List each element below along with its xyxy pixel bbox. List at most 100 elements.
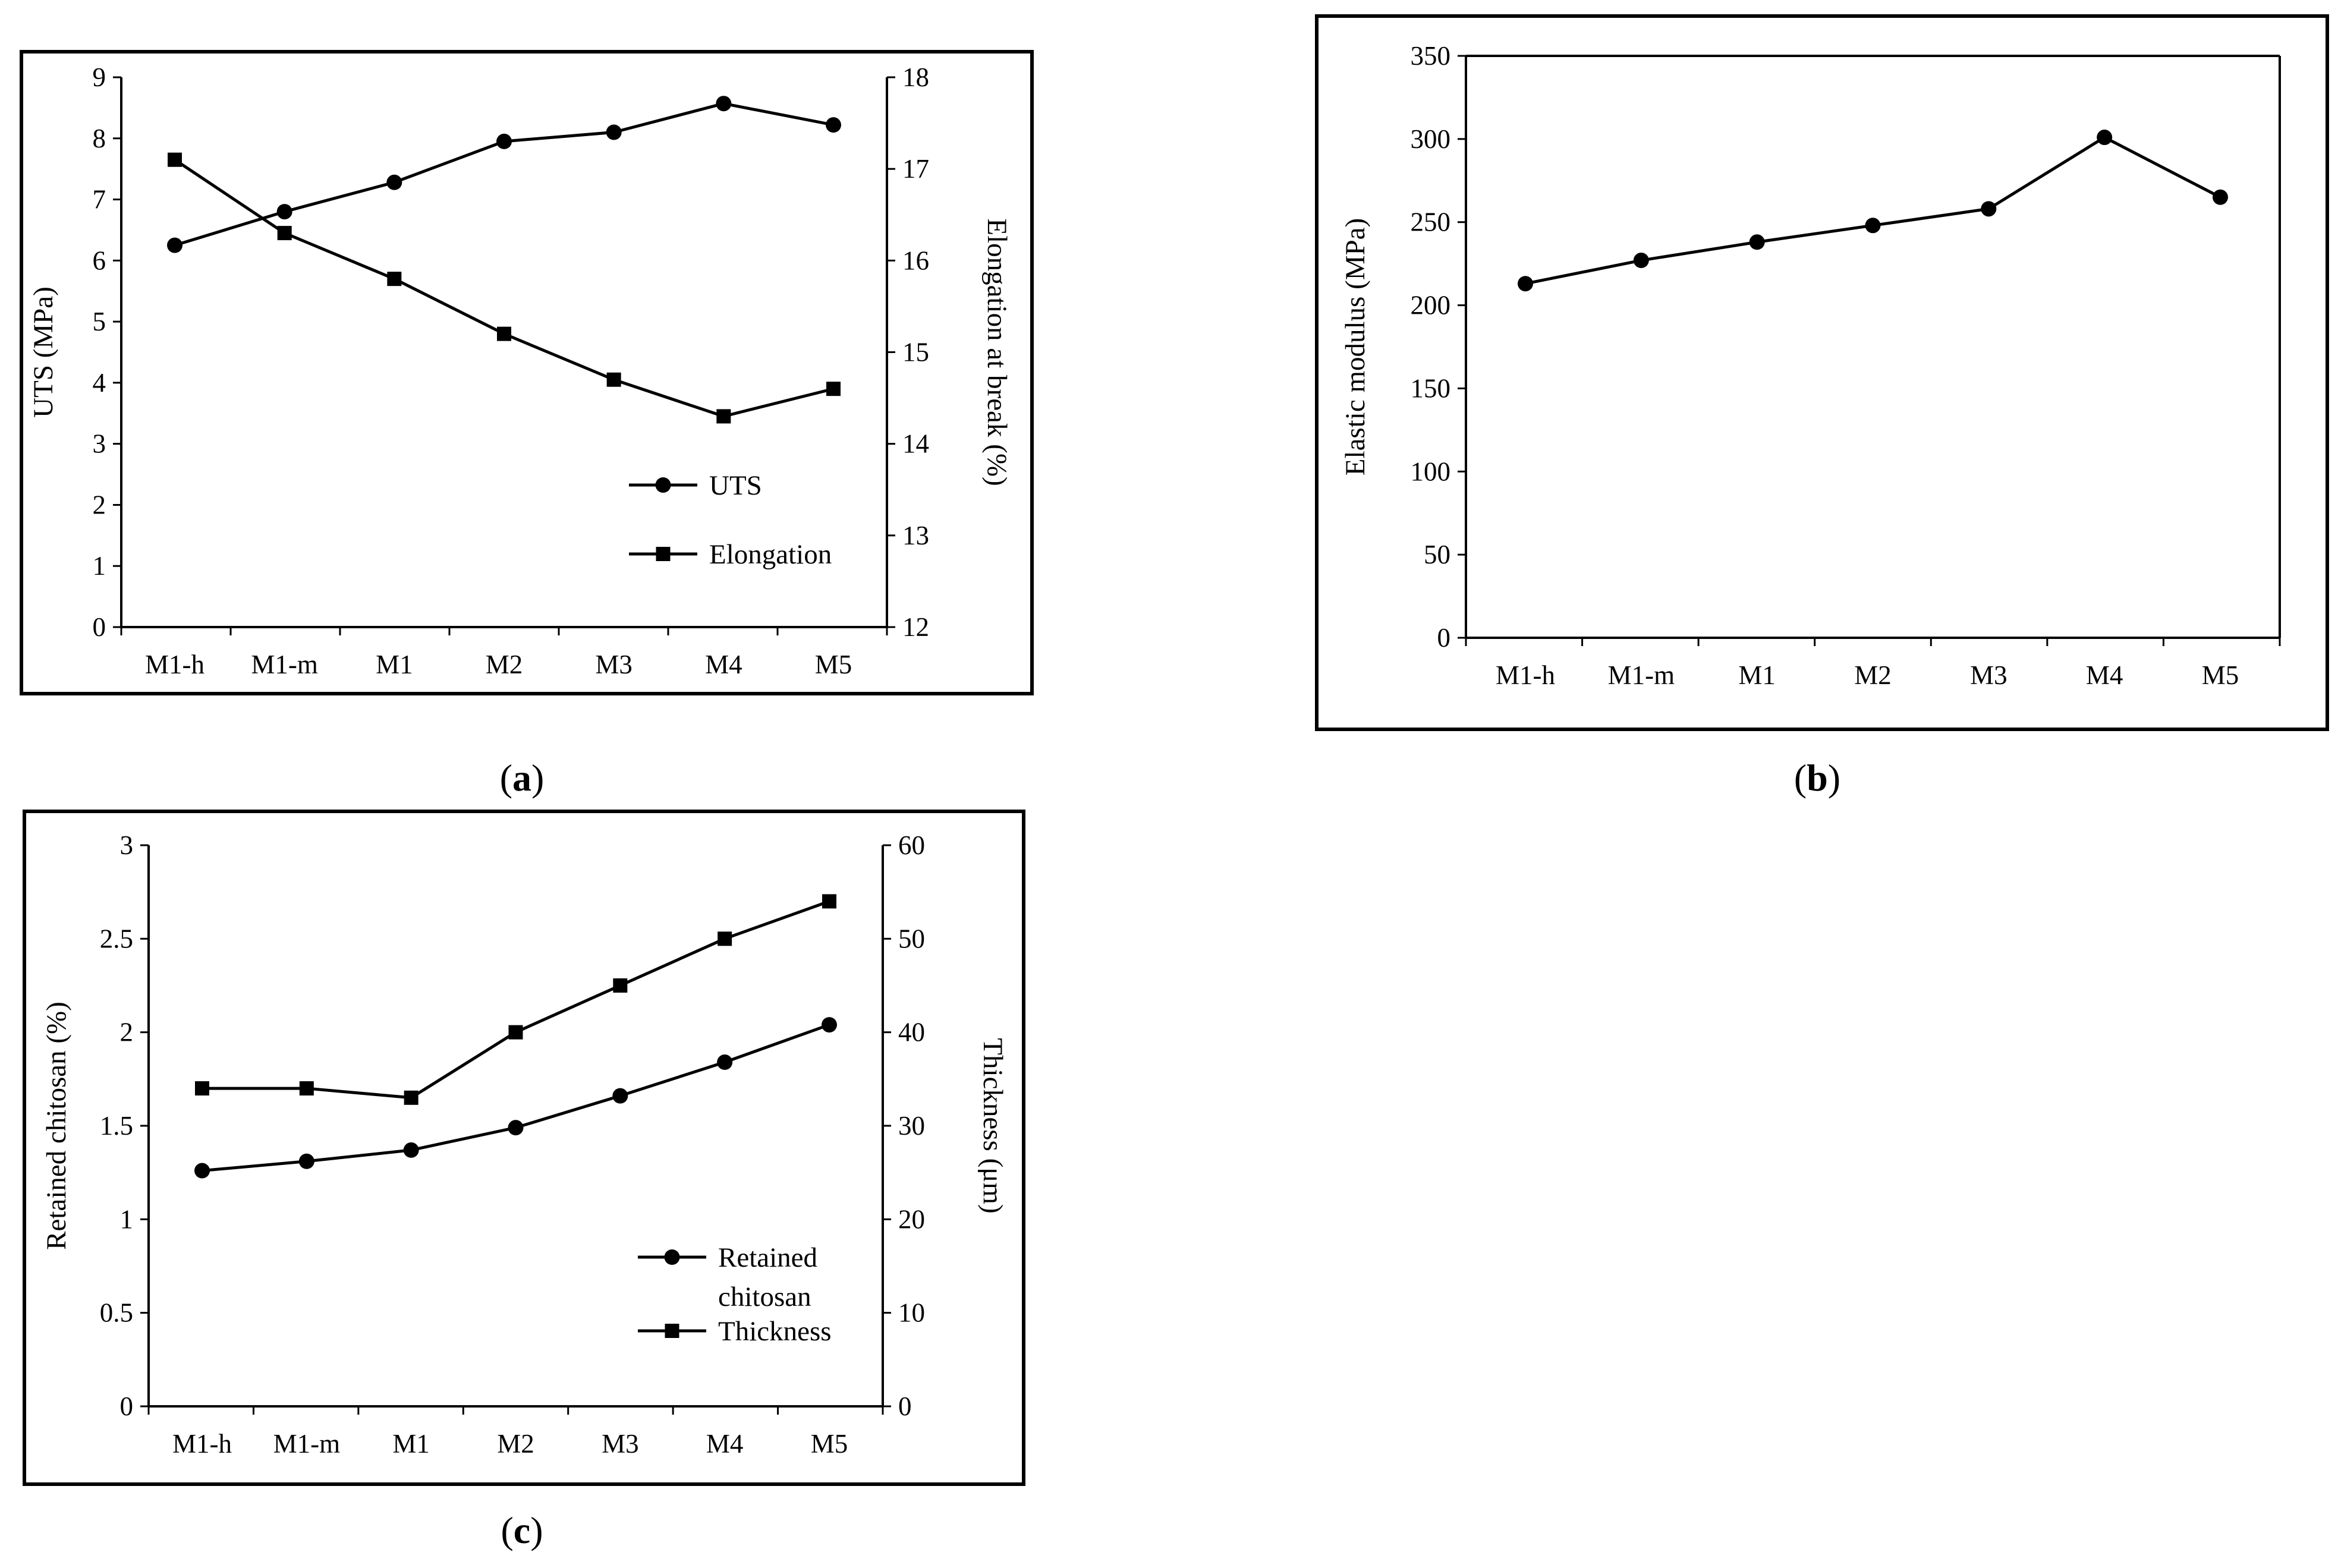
panel-c-y-tick-label: 1.5 <box>100 1111 133 1141</box>
panel-a-y-tick-label: 6 <box>93 245 106 275</box>
panel-a-y2-tick-label: 17 <box>902 154 929 184</box>
panel-c-retained-chitosan-point <box>403 1142 419 1158</box>
panel-b-elastic-modulus-point <box>1981 201 1997 217</box>
panel-a-elongation-point <box>277 226 292 241</box>
panel-a-elongation-point <box>168 152 182 167</box>
panel-b-y-tick-label: 250 <box>1411 207 1451 237</box>
panel-a-x-tick-label: M2 <box>486 650 523 679</box>
panel-a-y2-tick-label: 15 <box>902 338 929 367</box>
panel-c-thickness-point <box>718 931 732 946</box>
panel-c-thickness-point <box>508 1025 523 1040</box>
panel-c-y-tick-label: 1 <box>120 1204 134 1234</box>
panel-a-x-tick-label: M4 <box>705 650 742 679</box>
panel-b-elastic-modulus-point <box>1633 253 1649 269</box>
panel-b-x-tick-label: M4 <box>2086 660 2123 690</box>
panel-c-retained-chitosan-point <box>612 1088 628 1104</box>
panel-b-y-tick-label: 200 <box>1411 291 1451 320</box>
panel-a-y-tick-label: 4 <box>93 368 106 398</box>
panel-c-thickness-point <box>822 894 836 909</box>
legend-thickness-marker <box>665 1324 679 1338</box>
panel-a-label: (a) <box>500 757 545 799</box>
panel-c-label: (c) <box>501 1509 543 1551</box>
panel-b-y-tick-label: 350 <box>1411 41 1451 71</box>
panel-b-x-tick-label: M3 <box>1970 660 2007 690</box>
panel-b-label: (b) <box>1794 757 1840 799</box>
panel-a-y-tick-label: 1 <box>93 551 106 581</box>
panel-a-x-tick-label: M1 <box>376 650 413 679</box>
panel-c-y2-tick-label: 10 <box>898 1298 925 1328</box>
panel-c-retained-chitosan-point <box>298 1153 314 1169</box>
panel-a-uts-point <box>826 117 841 133</box>
panel-c-y2-tick-label: 40 <box>898 1018 925 1047</box>
panel-a-elongation-point <box>497 326 511 341</box>
legend-retained-chitosan-label: Retained <box>718 1242 817 1273</box>
legend-uts-label: UTS <box>709 470 762 501</box>
panel-c-thickness-point <box>195 1081 209 1096</box>
panel-a-uts-point <box>276 204 292 220</box>
panel-a-y-axis-title: UTS (MPa) <box>28 286 59 418</box>
panel-b-x-tick-label: M1-m <box>1608 660 1675 690</box>
panel-a-uts-point <box>496 133 512 149</box>
panel-b-plot: 0 50 100 150 200 250 300 350 M1-h M1-m M1 M2 M3 M4 M5 E… <box>1340 41 2281 690</box>
legend-thickness-label: Thickness <box>718 1316 832 1347</box>
legend-elongation-marker <box>656 547 671 561</box>
panel-a-frame <box>20 50 1034 695</box>
panel-a-y2-tick-label: 18 <box>902 62 929 92</box>
panel-a-uts-point <box>606 124 622 140</box>
panel-c-y2-tick-label: 50 <box>898 924 925 953</box>
panel-a-x-tick-label: M1-h <box>145 650 204 679</box>
panel-b-elastic-modulus-point <box>1749 234 1765 250</box>
panel-c-y-tick-label: 0 <box>120 1391 134 1421</box>
panel-b-y-tick-label: 100 <box>1411 456 1451 486</box>
panel-c-y-axis-title: Retained chitosan (%) <box>41 1002 72 1250</box>
panel-c-retained-chitosan-point <box>717 1054 733 1070</box>
panel-a-y-tick-label: 8 <box>93 124 106 153</box>
panel-c-x-tick-label: M5 <box>811 1429 848 1459</box>
panel-c-y-tick-label: 3 <box>120 830 134 860</box>
panel-a-y2-axis-title: Elongation at break (%) <box>981 218 1012 486</box>
panel-a-elongation-point <box>826 382 841 396</box>
panel-a-y-tick-label: 3 <box>93 429 106 459</box>
panel-b-elastic-modulus-point <box>2097 130 2113 146</box>
panel-a-y-tick-label: 7 <box>93 185 106 215</box>
panel-c-y2-axis-title: Thickness (μm) <box>977 1038 1008 1213</box>
panel-c-y-tick-label: 2.5 <box>100 924 133 953</box>
panel-c-x-tick-label: M3 <box>602 1429 639 1459</box>
panel-c-retained-chitosan-point <box>508 1120 524 1136</box>
panel-c-y2-tick-label: 60 <box>898 830 925 860</box>
legend-retained-chitosan-marker <box>664 1249 680 1265</box>
panel-a-y-tick-label: 9 <box>93 62 106 92</box>
panel-c-thickness-point <box>613 978 628 993</box>
panel-a-x-tick-label: M5 <box>815 650 852 679</box>
panel-a-y-tick-label: 5 <box>93 307 106 336</box>
panel-b-x-tick-label: M2 <box>1854 660 1892 690</box>
panel-a-y-tick-label: 0 <box>93 612 106 642</box>
panel-a-y2-tick-label: 14 <box>902 429 929 459</box>
panel-b-frame <box>1315 14 2329 731</box>
panel-a-uts-point <box>716 96 732 112</box>
panel-a-elongation-point <box>716 409 731 424</box>
panel-c-y-tick-label: 2 <box>120 1018 134 1047</box>
legend-elongation-label: Elongation <box>709 539 832 570</box>
panel-a-x-tick-label: M3 <box>595 650 633 679</box>
panel-b-elastic-modulus-point <box>2213 189 2228 205</box>
panel-a-uts-point <box>386 174 402 190</box>
panel-c-y-tick-label: 0.5 <box>100 1298 133 1328</box>
panel-b-y-tick-label: 50 <box>1424 540 1450 569</box>
panel-b-elastic-modulus-point <box>1518 276 1533 292</box>
panel-c-frame <box>23 810 1025 1486</box>
panel-b: 0 50 100 150 200 250 300 350 M1-h M1-m M1 M2 M3 M4 M5 E… <box>1315 14 2329 731</box>
panel-a-y-tick-label: 2 <box>93 490 106 519</box>
panel-b-y-tick-label: 300 <box>1411 124 1451 154</box>
panel-c-y2-tick-label: 0 <box>898 1391 912 1421</box>
panel-c-x-tick-label: M1-h <box>172 1429 232 1459</box>
legend-uts-marker <box>655 477 671 493</box>
panel-a-y2-tick-label: 12 <box>902 612 929 642</box>
panel-c-y2-tick-label: 20 <box>898 1204 925 1234</box>
panel-c-y2-tick-label: 30 <box>898 1111 925 1141</box>
